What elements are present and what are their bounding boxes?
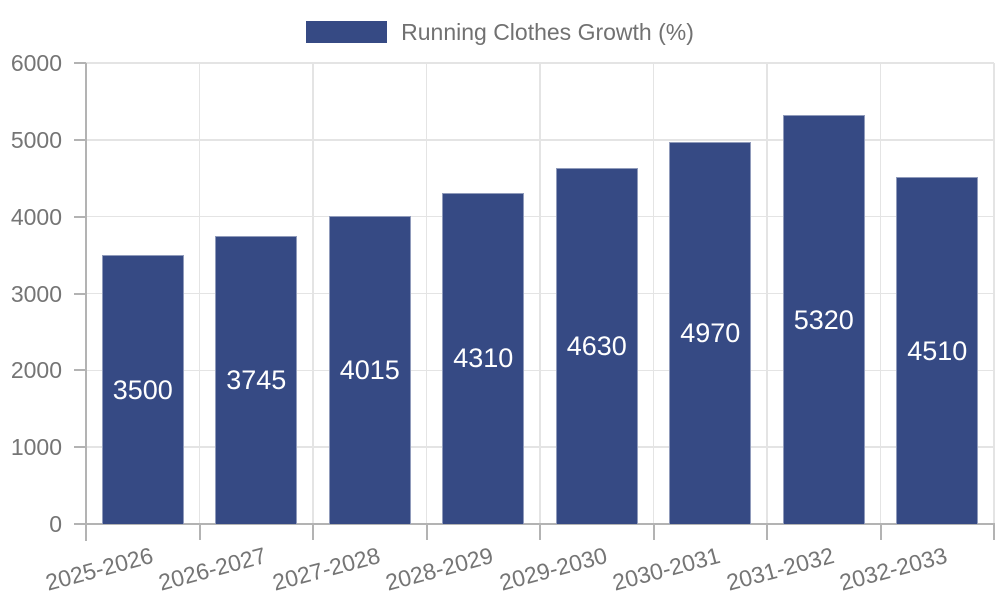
x-axis-tick-label: 2032-2033 [836,542,950,596]
x-axis-tick [766,524,768,540]
legend-item[interactable]: Running Clothes Growth (%) [0,19,1000,45]
x-axis-tick [993,524,995,540]
bar-value-label: 3500 [112,374,173,405]
bar-value-label: 4510 [907,335,968,366]
bar-value-label: 4970 [680,318,741,349]
y-axis-tick [74,292,86,295]
legend-label: Running Clothes Growth (%) [401,19,694,45]
bar-value-label: 3745 [226,365,287,396]
bar-value-label: 5320 [793,304,854,335]
y-axis-tick [74,138,86,141]
x-axis-tick [879,524,882,540]
y-axis-tick [74,215,86,218]
gridline-vertical [539,63,541,524]
bar [442,192,525,524]
bar-value-label: 4630 [566,331,627,362]
y-axis-tick-label: 1000 [10,434,62,461]
bar-value-label: 4310 [453,343,514,374]
bar [328,215,411,524]
x-axis-tick [425,524,428,540]
legend-swatch [306,21,388,43]
bar [782,115,865,524]
y-axis-tick-label: 3000 [10,280,62,307]
bar [896,177,979,524]
x-axis-tick-label: 2030-2031 [609,542,723,596]
y-axis-tick-label: 4000 [10,203,62,230]
gridline-vertical [425,63,428,524]
gridline-vertical [652,63,655,524]
x-axis-line [74,523,995,525]
x-axis-tick-label: 2031-2032 [723,542,837,596]
x-axis-tick-label: 2029-2030 [496,542,610,596]
y-axis-tick-label: 6000 [10,50,62,76]
x-axis-tick [539,524,541,540]
gridline-vertical [766,63,768,524]
x-axis-tick [198,524,201,540]
bar-value-label: 4015 [339,354,400,385]
y-axis-tick [74,446,86,449]
bar [669,142,752,524]
gridline-vertical [879,63,882,524]
x-axis-tick-label: 2028-2029 [382,542,496,596]
y-axis-tick [74,369,86,372]
bar [215,236,298,524]
bar [101,255,184,524]
x-axis-tick [312,524,314,540]
bar [555,168,638,524]
gridline-vertical [198,63,201,524]
x-axis-tick-label: 2025-2026 [42,542,156,596]
gridline-vertical [993,63,995,524]
y-axis-tick [74,62,86,64]
x-axis-tick-label: 2027-2028 [269,542,383,596]
y-axis-line [85,63,87,541]
x-axis-tick [652,524,655,540]
y-axis-tick-label: 2000 [10,357,62,384]
y-axis-tick-label: 0 [49,511,62,537]
gridline-vertical [312,63,314,524]
x-axis-tick-label: 2026-2027 [155,542,269,596]
y-axis-tick-label: 5000 [10,126,62,153]
